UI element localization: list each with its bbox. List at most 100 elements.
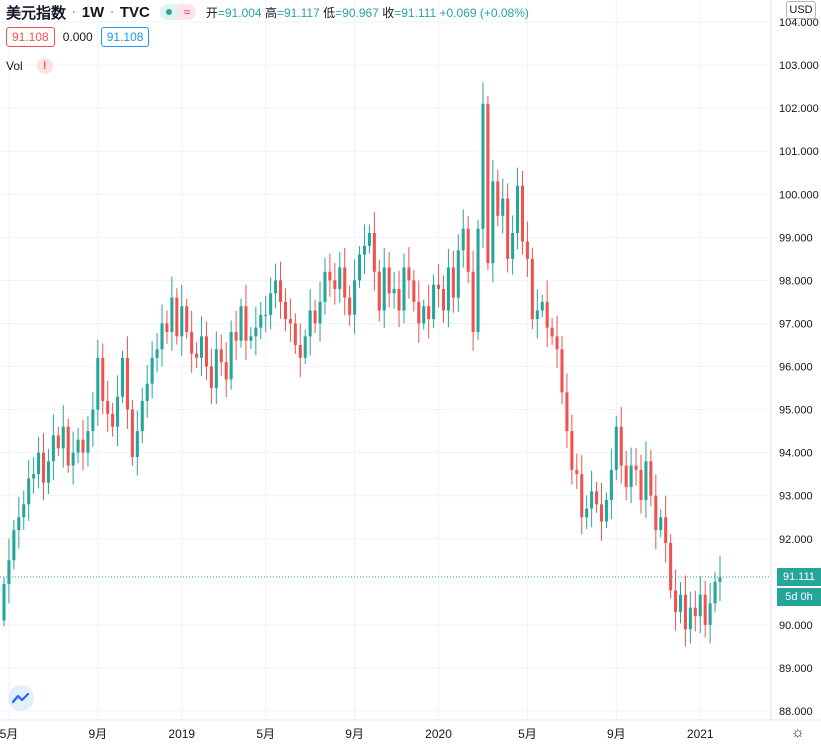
candle-down — [486, 103, 490, 264]
candle-up — [254, 327, 258, 337]
candle-up — [239, 306, 243, 341]
candle-up — [718, 577, 722, 582]
candle-up — [259, 314, 263, 328]
candle-down — [565, 392, 569, 432]
source-label: TVC — [119, 3, 150, 21]
candle-up — [46, 461, 50, 483]
candle-up — [323, 271, 327, 302]
candle-down — [496, 181, 500, 216]
price-tick-label: 92.000 — [779, 534, 813, 546]
candle-up — [491, 181, 495, 264]
candle-down — [624, 465, 628, 488]
candle-up — [249, 336, 253, 341]
candle-down — [209, 366, 213, 389]
time-tick-label: 5月 — [518, 727, 537, 741]
price-tick-label: 95.000 — [779, 405, 813, 417]
candle-down — [278, 280, 283, 302]
high-value: =91.117 — [276, 5, 320, 20]
candle-up — [71, 452, 75, 466]
candle-up — [590, 491, 594, 509]
candle-up — [392, 288, 396, 294]
candle-down — [348, 297, 352, 315]
candle-down — [66, 426, 70, 466]
time-tick-label: 5月 — [0, 727, 18, 741]
candle-down — [506, 198, 510, 259]
candle-up — [698, 594, 702, 617]
candle-up — [609, 469, 613, 500]
candles — [2, 82, 722, 647]
candle-up — [264, 314, 268, 316]
symbol-name[interactable]: 美元指数 — [6, 4, 67, 22]
candle-down — [111, 413, 115, 427]
candle-down — [56, 435, 60, 449]
candle-down — [387, 267, 391, 294]
gear-icon[interactable]: ☼ — [791, 724, 805, 741]
candle-up — [86, 431, 90, 453]
candle-down — [328, 271, 332, 281]
price-tick-label: 93.000 — [779, 491, 813, 503]
candle-down — [417, 301, 421, 324]
candle-down — [81, 439, 85, 453]
candle-up — [501, 198, 505, 216]
candle-down — [619, 426, 623, 466]
candle-down — [471, 271, 475, 333]
open-value: =91.004 — [217, 5, 262, 20]
candle-up — [402, 267, 406, 311]
candle-up — [476, 228, 480, 333]
candle-up — [678, 594, 683, 612]
candle-down — [377, 271, 381, 311]
price-tick-label: 94.000 — [779, 448, 813, 460]
low-value: =90.967 — [335, 5, 379, 20]
wave-icon[interactable]: ≈ — [177, 4, 196, 20]
candle-up — [604, 499, 608, 522]
tradingview-logo-icon[interactable] — [8, 685, 34, 711]
candle-up — [145, 383, 149, 401]
candle-up — [170, 297, 174, 333]
candle-up — [229, 332, 233, 380]
interval-label[interactable]: 1W — [81, 3, 105, 21]
candle-up — [456, 250, 460, 298]
status-dot-icon[interactable] — [159, 4, 178, 20]
candle-down — [683, 594, 687, 630]
bid-button[interactable]: 91.108 — [6, 27, 55, 47]
price-tick-label: 89.000 — [779, 663, 813, 675]
candle-up — [367, 233, 371, 246]
candle-up — [708, 603, 712, 625]
candle-up — [585, 508, 589, 518]
candle-down — [451, 267, 455, 298]
ask-button[interactable]: 91.108 — [100, 27, 150, 47]
volume-legend: Vol ! — [6, 58, 53, 74]
price-tick-label: 88.000 — [779, 706, 813, 718]
candle-up — [318, 301, 322, 324]
candle-up — [353, 280, 357, 315]
time-tick-label: 5月 — [256, 727, 275, 741]
low-label: 低 — [323, 5, 336, 20]
candle-up — [155, 349, 159, 358]
candle-up — [27, 478, 31, 505]
warning-icon[interactable]: ! — [36, 58, 53, 74]
price-axis: 88.00089.00090.00091.00092.00093.00094.0… — [779, 17, 819, 718]
spread-value: 0.000 — [62, 30, 93, 44]
candle-up — [150, 357, 154, 384]
volume-label[interactable]: Vol — [6, 59, 23, 73]
candle-up — [96, 357, 100, 410]
candle-down — [106, 400, 110, 414]
candle-down — [649, 461, 653, 496]
candle-down — [234, 332, 238, 341]
price-tick-label: 100.000 — [779, 189, 819, 201]
candle-up — [303, 336, 307, 358]
price-tick-label: 99.000 — [779, 232, 813, 244]
candle-down — [530, 258, 534, 320]
price-tick-label: 98.000 — [779, 275, 813, 287]
candle-down — [570, 431, 574, 470]
candle-down — [545, 301, 549, 328]
currency-button[interactable]: USD — [786, 1, 816, 19]
candle-up — [362, 245, 366, 255]
candle-down — [639, 469, 643, 500]
candle-up — [91, 409, 95, 432]
candle-down — [560, 349, 564, 393]
price-tick-label: 96.000 — [779, 362, 813, 374]
candle-up — [422, 306, 426, 324]
candle-down — [412, 280, 416, 302]
